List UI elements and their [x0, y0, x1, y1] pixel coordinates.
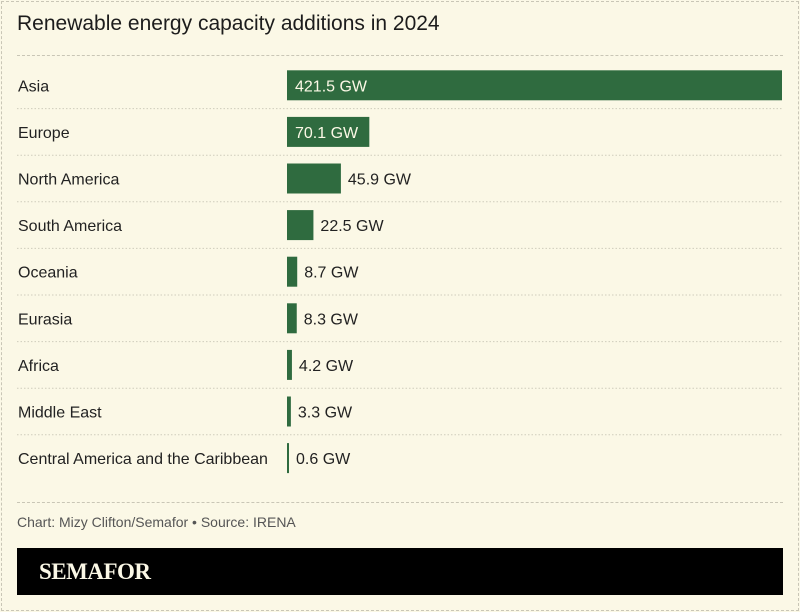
bottom-divider — [17, 502, 783, 503]
category-label: North America — [18, 172, 119, 189]
data-label: 0.6 GW — [296, 451, 351, 468]
data-label: 8.7 GW — [304, 265, 359, 282]
bar — [287, 349, 292, 380]
data-label: 421.5 GW — [295, 78, 368, 95]
data-label: 70.1 GW — [295, 125, 359, 142]
category-label: Central America and the Caribbean — [18, 451, 268, 468]
data-label: 8.3 GW — [304, 311, 359, 328]
bar — [287, 396, 291, 427]
bar — [287, 256, 298, 287]
data-label: 45.9 GW — [348, 172, 412, 189]
chart-title: Renewable energy capacity additions in 2… — [17, 12, 440, 35]
category-label: South America — [18, 218, 122, 235]
bar — [287, 443, 289, 474]
category-label: Africa — [18, 358, 59, 375]
category-label: Asia — [18, 78, 49, 95]
bar — [287, 70, 782, 101]
category-label: Oceania — [18, 265, 78, 282]
data-label: 4.2 GW — [299, 358, 354, 375]
bar — [287, 163, 341, 194]
bar — [287, 303, 297, 334]
category-label: Europe — [18, 125, 70, 142]
semafor-logo: SEMAFOR — [39, 559, 151, 584]
credit-line: Chart: Mizy Clifton/Semafor • Source: IR… — [17, 514, 296, 530]
category-label: Middle East — [18, 405, 102, 422]
footer-bar: SEMAFOR — [17, 548, 783, 595]
category-label: Eurasia — [18, 311, 72, 328]
top-divider — [17, 55, 783, 56]
bar — [287, 210, 314, 241]
bar — [287, 116, 370, 147]
data-label: 22.5 GW — [320, 218, 384, 235]
data-label: 3.3 GW — [298, 405, 353, 422]
